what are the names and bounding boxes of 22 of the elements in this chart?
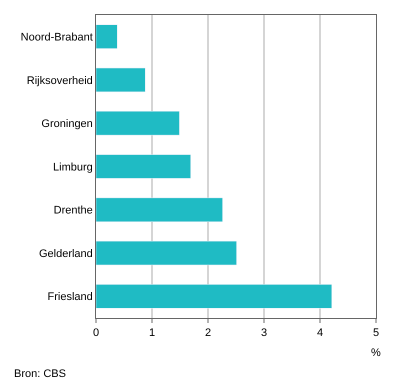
x-tick-label: 5 bbox=[372, 327, 380, 340]
bar bbox=[96, 154, 191, 179]
x-tick-label: 4 bbox=[316, 327, 324, 340]
x-tick-label: 2 bbox=[204, 327, 212, 340]
y-tick-label: Limburg bbox=[53, 161, 93, 174]
y-tick-label: Rijksoverheid bbox=[26, 74, 93, 87]
bar bbox=[96, 68, 146, 92]
y-tick-label: Noord-Brabant bbox=[20, 31, 93, 44]
bar bbox=[96, 24, 118, 49]
x-axis-title: % bbox=[371, 347, 381, 359]
bar bbox=[96, 240, 237, 266]
x-tick-label: 3 bbox=[260, 327, 268, 340]
bar bbox=[96, 284, 332, 309]
y-tick-label: Groningen bbox=[41, 118, 93, 130]
text: Bron: CBS bbox=[14, 368, 66, 380]
y-tick-label: Gelderland bbox=[38, 248, 93, 260]
y-tick-label: Drenthe bbox=[54, 204, 93, 217]
x-tick-label: 0 bbox=[92, 327, 100, 340]
bar bbox=[96, 111, 180, 136]
x-tick-label: 1 bbox=[148, 327, 156, 340]
bar bbox=[96, 198, 223, 222]
y-tick-label: Friesland bbox=[48, 291, 93, 304]
